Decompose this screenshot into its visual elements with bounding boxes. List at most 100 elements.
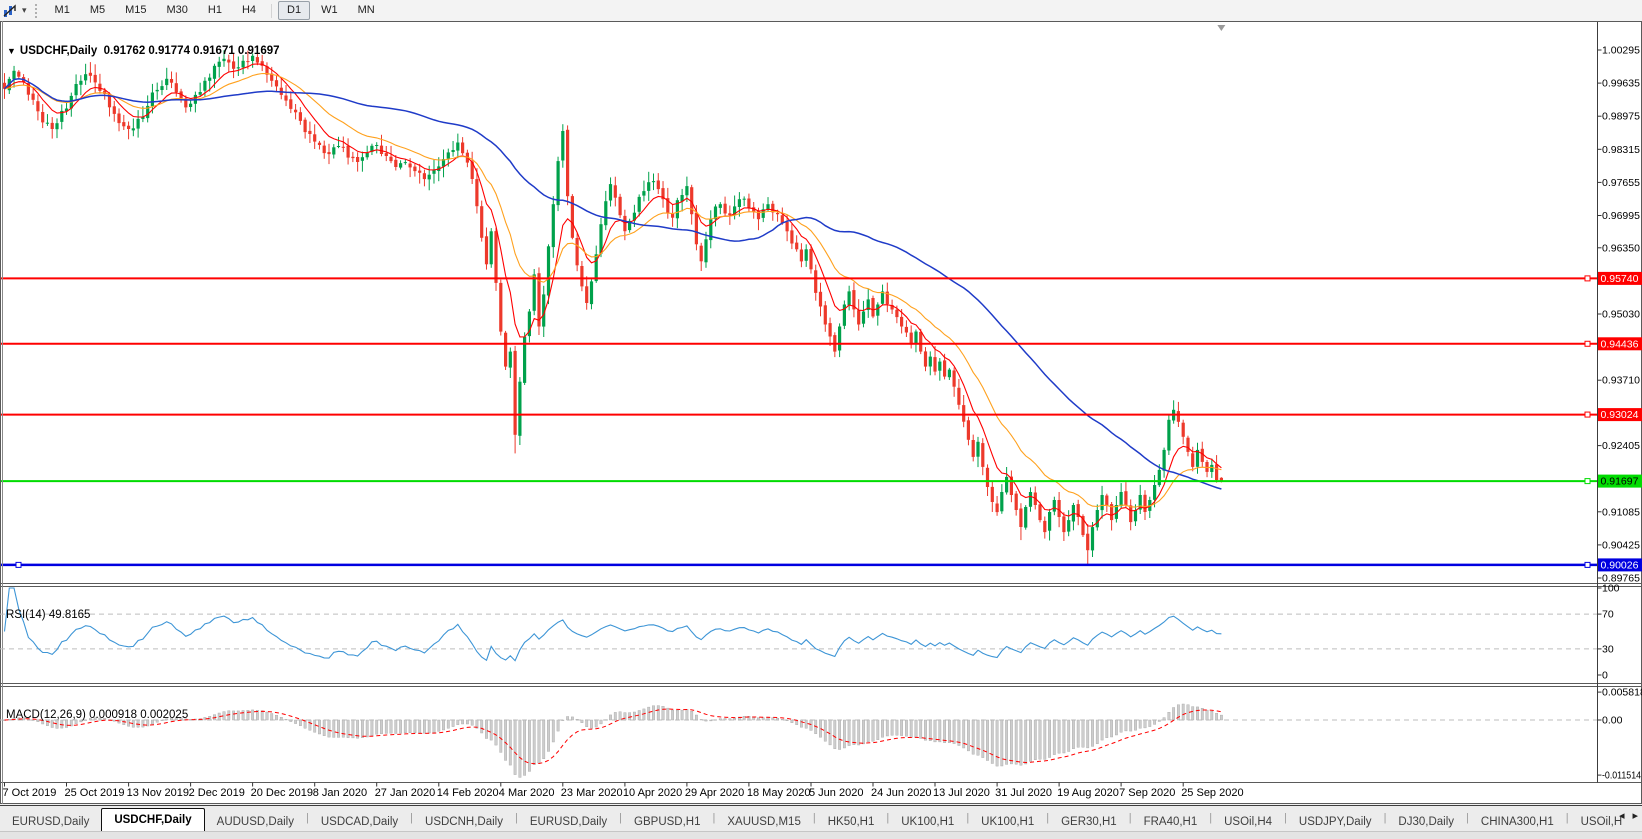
chart-tab-eurusd-daily[interactable]: EURUSD,Daily	[529, 816, 608, 828]
candle-body	[599, 224, 603, 254]
toolbar-grip[interactable]	[34, 3, 37, 18]
chart-tab-fra40-h1[interactable]: FRA40,H1	[1143, 816, 1198, 828]
chart-tab-usoil-h[interactable]: USOil,H	[1580, 816, 1623, 828]
chart-tab-audusd-daily[interactable]: AUDUSD,Daily	[216, 816, 294, 828]
chart-tab-china300-h1[interactable]: CHINA300,H1	[1480, 816, 1554, 828]
hline-handle[interactable]	[1584, 561, 1591, 568]
macd-histogram-bar	[551, 719, 555, 743]
price-tick-label: 0.96995	[1602, 210, 1640, 222]
candle-body	[838, 326, 842, 351]
hline-handle[interactable]	[1584, 340, 1591, 347]
timeframe-button-m1[interactable]: M1	[54, 4, 70, 16]
chart-tools-icon[interactable]	[2, 3, 20, 19]
chart-tab-eurusd-daily[interactable]: EURUSD,Daily	[12, 816, 90, 828]
candle-body	[1076, 504, 1080, 517]
macd-histogram-bar	[332, 719, 336, 738]
hline-handle[interactable]	[1584, 411, 1591, 418]
chart-tab-uk100-h1[interactable]: UK100,H1	[981, 816, 1035, 828]
macd-histogram-bar	[790, 719, 794, 723]
symbol-dropdown-icon[interactable]: ▼	[7, 46, 16, 56]
macd-histogram-bar	[771, 717, 775, 721]
chart-tab-xauusd-m15[interactable]: XAUUSD,M15	[727, 816, 801, 828]
macd-histogram-bar	[785, 719, 789, 721]
candle-body	[690, 187, 694, 215]
candle-body	[303, 119, 307, 133]
macd-histogram-bar	[809, 719, 813, 731]
macd-histogram-bar	[690, 711, 694, 721]
macd-histogram-bar	[103, 718, 107, 721]
price-line-badge	[1598, 558, 1642, 572]
chart-tab-gbpusd-h1[interactable]: GBPUSD,H1	[634, 816, 701, 828]
macd-histogram-bar	[466, 719, 469, 725]
candle-body	[718, 204, 722, 208]
hline-handle[interactable]	[1584, 478, 1591, 485]
macd-histogram-bar	[494, 719, 498, 746]
timeframe-button-mn[interactable]: MN	[357, 4, 375, 16]
price-chart-canvas[interactable]: 1.00295 0.99635 0.98975 0.98315 0.97655 0.969…	[0, 21, 1642, 804]
chevron-down-icon[interactable]: ▾	[22, 5, 27, 15]
candle-body	[1162, 449, 1166, 471]
timeframe-button-h1[interactable]: H1	[207, 4, 222, 16]
candle-body	[50, 122, 54, 129]
macd-histogram-bar	[1114, 719, 1118, 736]
macd-histogram-bar	[508, 719, 512, 766]
tab-scroll-left-icon[interactable]: ◂	[1618, 810, 1625, 822]
macd-histogram-bar	[981, 719, 985, 758]
macd-histogram-bar	[523, 719, 527, 776]
date-tick-label: 25 Oct 2019	[65, 787, 125, 799]
timeframe-button-m15[interactable]: M15	[125, 4, 147, 16]
candle-body	[1038, 504, 1042, 521]
macd-histogram-bar	[723, 718, 727, 721]
chart-tab-usdcnh-daily[interactable]: USDCNH,Daily	[425, 816, 503, 828]
candle-body	[12, 70, 16, 80]
candle-body	[1019, 508, 1023, 527]
candle-body	[184, 98, 188, 108]
macd-histogram-bar	[461, 719, 464, 725]
timeframe-button-m5[interactable]: M5	[89, 4, 106, 16]
hline-handle[interactable]	[1584, 275, 1591, 282]
price-line-badge-label: 0.94436	[1601, 338, 1639, 350]
tab-scroll-right-icon[interactable]: ▸	[1632, 810, 1638, 822]
chart-tab-ger30-h1[interactable]: GER30,H1	[1061, 816, 1117, 828]
candle-body	[704, 239, 708, 263]
candle-body	[828, 323, 832, 337]
timeframe-button-d1[interactable]: D1	[278, 1, 311, 20]
ma-line-20	[4, 72, 1222, 508]
chart-tab-dj30-daily[interactable]: DJ30,Daily	[1398, 816, 1455, 828]
timeframe-button-w1[interactable]: W1	[321, 4, 338, 16]
candle-body	[432, 170, 436, 174]
macd-histogram-bar	[1172, 707, 1176, 721]
candle-body	[389, 156, 393, 162]
macd-histogram-bar	[513, 719, 517, 775]
candle-body	[456, 142, 460, 151]
macd-histogram-bar	[423, 719, 426, 734]
macd-histogram-bar	[518, 719, 522, 778]
candle-body	[699, 245, 703, 262]
price-tick-label: 0.96350	[1602, 242, 1640, 254]
candle-body	[990, 486, 994, 502]
candle-body	[179, 91, 183, 99]
hline-handle[interactable]	[15, 561, 22, 568]
macd-histogram-bar	[351, 719, 355, 739]
rsi-tick-label: 30	[1602, 643, 1614, 655]
chart-tab-usdcad-daily[interactable]: USDCAD,Daily	[320, 816, 399, 828]
chart-background	[0, 21, 1642, 804]
candle-body	[55, 123, 59, 130]
candle-body	[1028, 492, 1033, 507]
candle-body	[298, 112, 302, 121]
candle-body	[422, 173, 426, 180]
candle-body	[1105, 495, 1109, 505]
chart-tab-usdchf-daily[interactable]: USDCHF,Daily	[101, 808, 205, 832]
chart-tab-uk100-h1[interactable]: UK100,H1	[901, 816, 955, 828]
timeframe-button-h4[interactable]: H4	[241, 4, 257, 16]
macd-histogram-bar	[885, 719, 889, 737]
timeframe-button-m30[interactable]: M30	[166, 4, 188, 16]
chart-tab-usdjpy-daily[interactable]: USDJPY,Daily	[1298, 816, 1372, 828]
chart-tab-usoil-h4[interactable]: USOil,H4	[1224, 816, 1273, 828]
candle-body	[938, 361, 942, 371]
macd-histogram-bar	[561, 719, 565, 721]
candle-body	[313, 134, 317, 142]
chart-tab-hk50-h1[interactable]: HK50,H1	[827, 816, 875, 828]
macd-histogram-bar	[227, 710, 231, 721]
macd-histogram-bar	[74, 719, 78, 725]
